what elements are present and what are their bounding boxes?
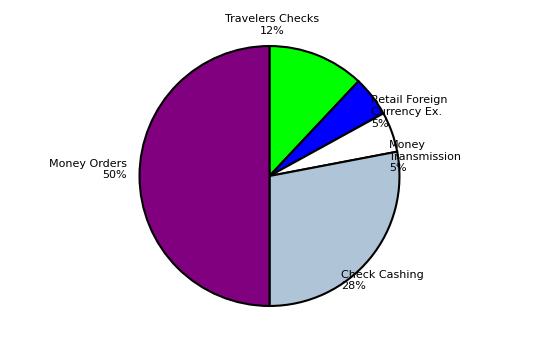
Wedge shape (269, 152, 400, 306)
Wedge shape (269, 81, 384, 176)
Text: Money Orders
50%: Money Orders 50% (49, 159, 126, 180)
Text: Retail Foreign
Currency Ex.
5%: Retail Foreign Currency Ex. 5% (371, 95, 447, 128)
Wedge shape (269, 46, 358, 176)
Text: Money
Transmission
5%: Money Transmission 5% (389, 140, 461, 173)
Text: Travelers Checks
12%: Travelers Checks 12% (225, 14, 319, 36)
Wedge shape (140, 46, 269, 306)
Wedge shape (269, 113, 397, 176)
Text: Check Cashing
28%: Check Cashing 28% (341, 270, 424, 291)
